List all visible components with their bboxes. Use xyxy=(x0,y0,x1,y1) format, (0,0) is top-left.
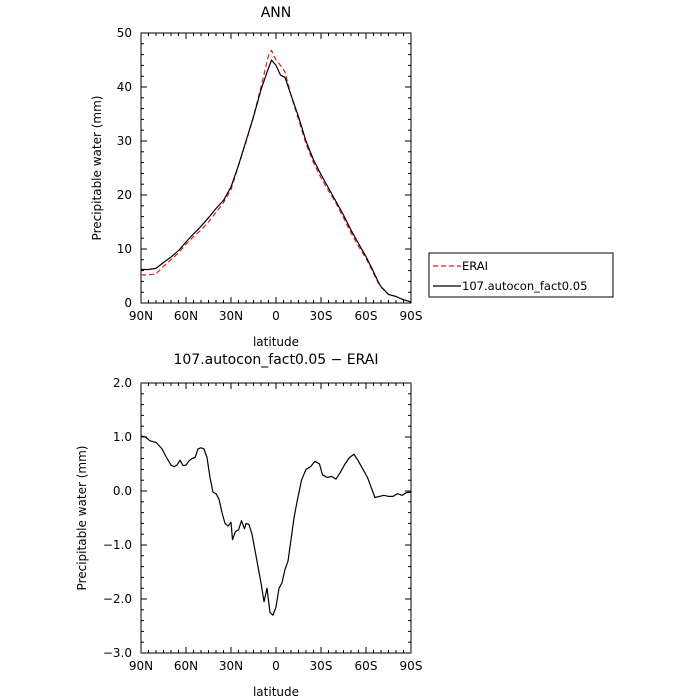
top-y-axis-label: Precipitable water (mm) xyxy=(90,96,104,241)
x-tick-label: 90N xyxy=(129,309,153,323)
x-tick-label: 60N xyxy=(174,309,198,323)
y-tick-label: −1.0 xyxy=(103,538,132,552)
bottom-panel: 107.autocon_fact0.05 − ERAI 90N 60N 30N 0 30… xyxy=(75,352,422,699)
x-tick-label: 30N xyxy=(219,659,243,673)
y-tick-label: −3.0 xyxy=(103,646,132,660)
x-tick-label: 0 xyxy=(272,309,280,323)
bottom-chart-title: 107.autocon_fact0.05 − ERAI xyxy=(173,352,378,368)
x-tick-label: 0 xyxy=(272,659,280,673)
x-tick-label: 30S xyxy=(310,659,333,673)
y-tick-label: 20 xyxy=(117,188,132,202)
series-line-difference xyxy=(140,435,412,616)
series-line-erai xyxy=(141,49,412,303)
y-tick-label: 1.0 xyxy=(113,430,132,444)
top-chart-title: ANN xyxy=(261,5,292,21)
y-tick-label: −2.0 xyxy=(103,592,132,606)
bottom-y-axis-label: Precipitable water (mm) xyxy=(75,446,89,591)
y-tick-label: 2.0 xyxy=(113,376,132,390)
top-x-axis-label: latitude xyxy=(253,335,299,349)
x-tick-label: 60S xyxy=(355,309,378,323)
top-plot-frame xyxy=(140,32,412,304)
x-tick-label: 90N xyxy=(129,659,153,673)
legend-label-erai: ERAI xyxy=(462,259,488,273)
top-x-ticks: 90N 60N 30N 0 30S 60S 90S xyxy=(129,33,423,323)
y-tick-label: 30 xyxy=(117,134,132,148)
bottom-x-ticks: 90N 60N 30N 0 30S 60S 90S xyxy=(129,383,423,673)
top-panel: ANN 90N 60N 30N 0 30S 60S 90S 0 10 20 30 40 50 lati… xyxy=(90,5,422,349)
bottom-series-lines xyxy=(140,435,412,616)
bottom-y-ticks: 2.0 1.0 0.0 −1.0 −2.0 −3.0 xyxy=(103,376,411,660)
y-tick-label: 50 xyxy=(117,26,132,40)
top-series-lines xyxy=(141,49,412,303)
x-tick-label: 90S xyxy=(400,659,423,673)
bottom-plot-frame xyxy=(140,382,412,654)
x-tick-label: 30N xyxy=(219,309,243,323)
y-tick-label: 0 xyxy=(124,296,132,310)
y-tick-label: 10 xyxy=(117,242,132,256)
legend-label-model: 107.autocon_fact0.05 xyxy=(462,279,587,293)
y-tick-label: 40 xyxy=(117,80,132,94)
legend: ERAI 107.autocon_fact0.05 xyxy=(428,252,614,298)
legend-box xyxy=(428,252,614,298)
x-tick-label: 60S xyxy=(355,659,378,673)
y-tick-label: 0.0 xyxy=(113,484,132,498)
x-tick-label: 60N xyxy=(174,659,198,673)
top-y-ticks: 0 10 20 30 40 50 xyxy=(117,26,411,310)
x-tick-label: 30S xyxy=(310,309,333,323)
bottom-x-axis-label: latitude xyxy=(253,685,299,699)
x-tick-label: 90S xyxy=(400,309,423,323)
series-line-107-autocon-fact0-05 xyxy=(141,59,412,303)
